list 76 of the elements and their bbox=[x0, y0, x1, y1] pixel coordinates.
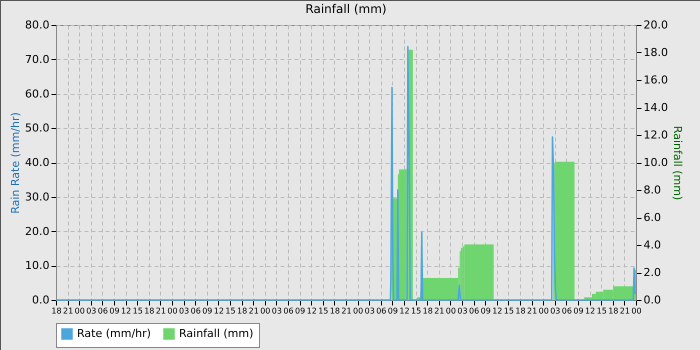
y2-tick-label: 16.0 bbox=[644, 74, 668, 86]
x-tick-label: 18 bbox=[515, 306, 526, 316]
x-tick-label: 00 bbox=[446, 306, 456, 316]
y2-axis-title: Rainfall (mm) bbox=[670, 126, 684, 200]
y-tick-label: 40.0 bbox=[25, 156, 50, 169]
chart-title: Rainfall (mm) bbox=[305, 2, 387, 16]
x-tick-label: 18 bbox=[422, 306, 433, 316]
x-tick-label: 00 bbox=[74, 306, 85, 316]
x-tick-label: 12 bbox=[214, 306, 224, 316]
x-tick-label: 09 bbox=[295, 306, 306, 316]
x-tick-label: 15 bbox=[411, 306, 422, 316]
x-tick-label: 03 bbox=[364, 306, 375, 316]
x-tick-label: 06 bbox=[376, 306, 386, 316]
y2-tick-label: 6.0 bbox=[644, 211, 661, 224]
x-tick-label: 09 bbox=[573, 306, 584, 316]
x-tick-label: 21 bbox=[248, 306, 259, 316]
x-tick-label: 15 bbox=[318, 306, 328, 316]
x-tick-label: 18 bbox=[144, 306, 154, 316]
legend-label: Rate (mm/hr) bbox=[77, 327, 151, 340]
x-tick-label: 03 bbox=[272, 306, 282, 316]
x-tick-label: 09 bbox=[109, 306, 120, 316]
x-tick-label: 06 bbox=[283, 306, 294, 316]
x-tick-label: 12 bbox=[399, 306, 410, 316]
x-tick-label: 18 bbox=[237, 306, 248, 316]
y-tick-label: 80.0 bbox=[25, 18, 50, 32]
x-tick-label: 18 bbox=[51, 306, 62, 316]
x-tick-label: 00 bbox=[538, 306, 549, 316]
x-tick-label: 03 bbox=[179, 306, 190, 316]
x-tick-label: 15 bbox=[596, 306, 607, 316]
y2-tick-label: 2.0 bbox=[644, 266, 661, 279]
y2-tick-label: 18.0 bbox=[644, 46, 668, 59]
y2-tick-label: 14.0 bbox=[644, 101, 668, 114]
y-tick-label: 10.0 bbox=[25, 259, 50, 272]
x-tick-label: 06 bbox=[562, 306, 572, 316]
y2-tick-label: 8.0 bbox=[644, 184, 661, 196]
y-axis-title: Rain Rate (mm/hr) bbox=[9, 112, 22, 214]
legend-label: Rainfall (mm) bbox=[179, 327, 254, 340]
x-tick-label: 18 bbox=[608, 306, 618, 316]
x-tick-label: 06 bbox=[190, 306, 201, 316]
x-tick-label: 21 bbox=[341, 306, 352, 316]
y-tick-label: 30.0 bbox=[25, 190, 50, 204]
x-tick-label: 03 bbox=[550, 306, 560, 316]
y-tick-label: 70.0 bbox=[25, 52, 50, 66]
y-tick-label: 0.0 bbox=[32, 294, 50, 306]
x-tick-label: 00 bbox=[167, 306, 178, 316]
y2-tick-label: 4.0 bbox=[644, 238, 661, 252]
x-tick-label: 12 bbox=[585, 306, 596, 316]
y-tick-label: 20.0 bbox=[25, 224, 50, 238]
y2-tick-label: 10.0 bbox=[644, 156, 668, 169]
x-tick-label: 21 bbox=[63, 306, 74, 316]
x-tick-label: 12 bbox=[306, 306, 317, 316]
x-tick-label: 21 bbox=[620, 306, 630, 316]
x-tick-label: 03 bbox=[86, 306, 96, 316]
x-tick-label: 15 bbox=[225, 306, 236, 316]
x-tick-label: 09 bbox=[388, 306, 398, 316]
x-tick-label: 21 bbox=[434, 306, 444, 316]
x-tick-label: 18 bbox=[330, 306, 340, 316]
x-tick-label: 09 bbox=[202, 306, 212, 316]
x-tick-label: 12 bbox=[121, 306, 132, 316]
x-tick-label: 21 bbox=[156, 306, 166, 316]
x-tick-label: 00 bbox=[353, 306, 364, 316]
y2-tick-label: 20.0 bbox=[644, 18, 668, 32]
y2-tick-label: 0.0 bbox=[644, 294, 661, 306]
x-tick-label: 06 bbox=[469, 306, 480, 316]
x-tick-label: 00 bbox=[631, 306, 642, 316]
x-tick-label: 00 bbox=[260, 306, 270, 316]
x-tick-label: 03 bbox=[457, 306, 468, 316]
x-tick-label: 21 bbox=[527, 306, 538, 316]
x-tick-label: 12 bbox=[492, 306, 502, 316]
x-tick-label: 15 bbox=[504, 306, 514, 316]
y-tick-label: 60.0 bbox=[25, 87, 50, 100]
x-tick-label: 09 bbox=[480, 306, 491, 316]
x-tick-label: 15 bbox=[132, 306, 143, 316]
y-tick-label: 50.0 bbox=[25, 122, 50, 135]
x-tick-label: 06 bbox=[98, 306, 108, 316]
y2-tick-label: 12.0 bbox=[644, 128, 668, 142]
